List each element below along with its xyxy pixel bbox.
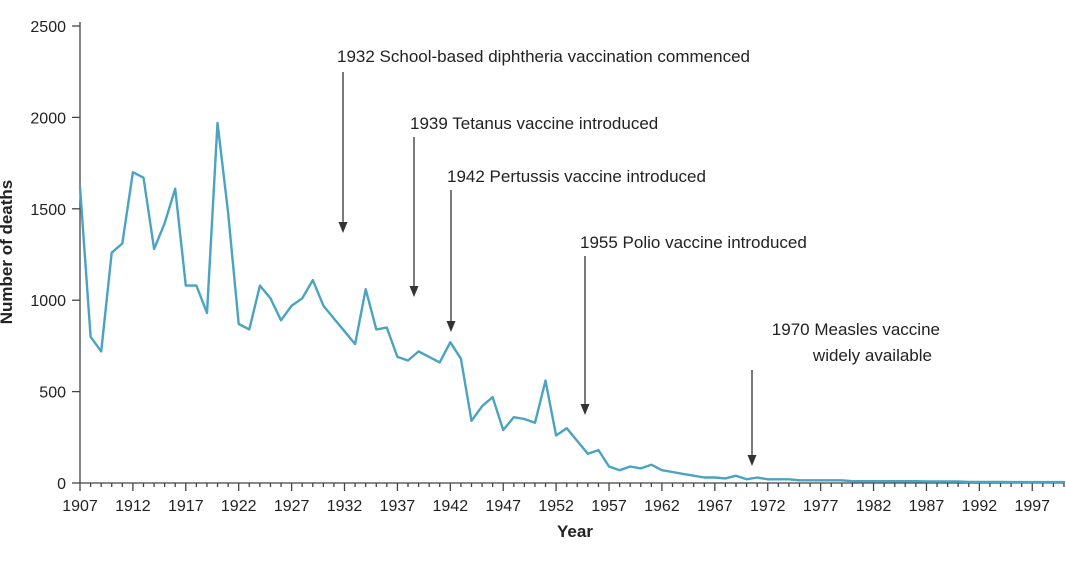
y-tick-label: 2500 <box>30 19 66 36</box>
annotation-label: 1955 Polio vaccine introduced <box>580 233 807 252</box>
annotation-label: 1970 Measles vaccine <box>772 320 940 339</box>
annotation-label: 1939 Tetanus vaccine introduced <box>410 114 658 133</box>
series-line-0 <box>78 121 1066 484</box>
x-tick-label: 1927 <box>274 498 310 515</box>
x-tick-label: 1967 <box>697 498 733 515</box>
x-tick-label: 1937 <box>380 498 416 515</box>
annotation-arrow-head <box>409 286 419 297</box>
annotation-label-line2: widely available <box>812 346 932 365</box>
series-group <box>78 121 1066 484</box>
x-tick-label: 1997 <box>1014 498 1050 515</box>
x-tick-label: 1977 <box>803 498 839 515</box>
y-axis-title: Number of deaths <box>0 180 16 325</box>
x-tick-label: 1972 <box>750 498 786 515</box>
x-tick-label: 1922 <box>221 498 257 515</box>
annotation-arrow-head <box>580 404 590 415</box>
annotation-arrow-head <box>446 321 456 332</box>
x-tick-label: 1982 <box>856 498 892 515</box>
annotation-label: 1932 School-based diphtheria vaccination… <box>337 47 750 66</box>
x-tick-label: 1942 <box>433 498 469 515</box>
annotations: 1932 School-based diphtheria vaccination… <box>337 47 940 466</box>
y-tick-label: 0 <box>57 476 66 493</box>
y-tick-label: 1000 <box>30 293 66 310</box>
annotation-arrow-head <box>338 222 348 233</box>
x-tick-label: 1957 <box>591 498 627 515</box>
x-tick-label: 1907 <box>62 498 98 515</box>
y-axis: 0 500 1000 1500 2000 2500 <box>30 19 81 493</box>
y-tick-label: 1500 <box>30 202 66 219</box>
x-tick-label: 1987 <box>909 498 945 515</box>
x-axis: 1907 1912 1917 1922 1927 1932 1937 1942 1947 1952… <box>62 482 1065 515</box>
x-tick-label: 1962 <box>644 498 680 515</box>
y-tick-label: 500 <box>39 385 66 402</box>
x-tick-label: 1952 <box>538 498 574 515</box>
x-axis-title: Year <box>557 522 593 541</box>
annotation-label: 1942 Pertussis vaccine introduced <box>447 167 706 186</box>
annotation-arrow-head <box>747 455 757 466</box>
y-tick-label: 2000 <box>30 110 66 127</box>
x-tick-label: 1912 <box>115 498 151 515</box>
x-tick-label: 1992 <box>962 498 998 515</box>
x-tick-label: 1932 <box>327 498 363 515</box>
x-tick-label: 1917 <box>168 498 204 515</box>
x-tick-label: 1947 <box>485 498 521 515</box>
